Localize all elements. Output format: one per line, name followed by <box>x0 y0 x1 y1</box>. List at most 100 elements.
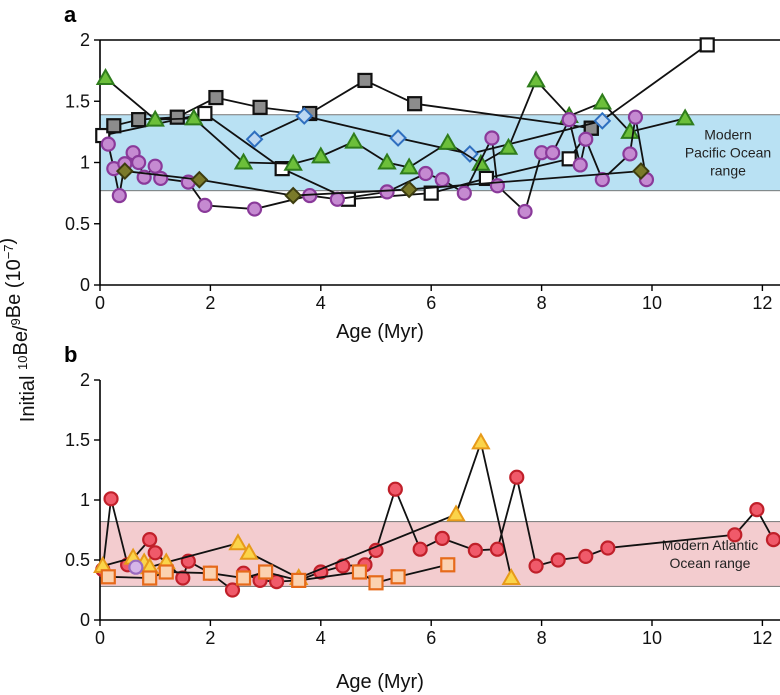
circle-marker <box>412 541 428 557</box>
y-tick-label: 0.5 <box>65 550 90 570</box>
square-marker <box>106 118 122 134</box>
x-tick-label: 12 <box>752 628 772 648</box>
y-label-text: Be/ <box>10 325 32 355</box>
square-marker <box>699 37 715 53</box>
diamond-marker <box>460 145 479 163</box>
square-marker <box>357 72 373 89</box>
triangle-marker <box>283 153 303 171</box>
triangle-marker <box>438 132 458 150</box>
y-tick-label: 1.5 <box>65 430 90 450</box>
circle-marker <box>600 540 616 556</box>
series-circle-lavender <box>128 559 144 575</box>
diamond-marker <box>295 107 314 125</box>
range-label-line: range <box>710 163 746 179</box>
triangle-marker <box>344 131 364 149</box>
circle-marker <box>147 545 163 561</box>
circle-marker <box>379 184 395 200</box>
x-axis-label: Age (Myr) <box>336 321 424 343</box>
x-tick-label: 6 <box>426 628 436 648</box>
triangle-marker <box>526 70 546 88</box>
square-marker <box>197 105 213 122</box>
triangle-marker <box>498 137 519 155</box>
circle-marker <box>578 548 594 565</box>
range-label-line: Pacific Ocean <box>685 145 771 161</box>
y-label-sup: 9 <box>8 318 23 325</box>
circle-marker <box>528 558 544 574</box>
diamond-marker <box>400 180 419 199</box>
triangle-marker <box>233 152 254 170</box>
circle-marker <box>147 158 163 174</box>
panel-a: Modern Pacific Ocean range 0 0.5 1 1.5 2 0 2 4 6 8 10… <box>64 2 780 343</box>
x-tick-label: 6 <box>426 293 436 313</box>
range-label-line: Modern <box>704 127 751 143</box>
y-tick-label: 0.5 <box>65 214 90 234</box>
circle-marker <box>103 491 119 507</box>
diamond-marker <box>284 186 303 205</box>
diamond-marker <box>389 129 407 147</box>
x-tick-label: 2 <box>205 628 215 648</box>
y-tick-label: 0 <box>80 275 90 295</box>
circle-marker <box>509 469 525 485</box>
diamond-marker <box>115 162 134 180</box>
series-triangle-green <box>95 67 695 175</box>
triangle-marker <box>311 146 331 164</box>
triangle-marker <box>675 108 695 126</box>
circle-marker <box>100 136 116 152</box>
circle-marker <box>489 541 506 557</box>
x-tick-label: 4 <box>316 293 326 313</box>
circle-marker <box>387 481 403 497</box>
triangle-marker <box>399 157 419 175</box>
series-circle-red <box>95 469 780 598</box>
square-marker <box>208 89 224 106</box>
triangle-marker <box>471 432 491 450</box>
range-label-line: Modern Atlantic <box>662 537 759 553</box>
x-tick-label: 10 <box>642 293 662 313</box>
triangle-marker <box>377 152 397 170</box>
circle-marker <box>545 145 561 161</box>
circle-marker <box>749 502 765 518</box>
triangle-marker <box>501 567 521 585</box>
circle-marker <box>418 165 434 182</box>
circle-marker <box>572 157 588 173</box>
x-tick-label: 8 <box>537 628 547 648</box>
y-tick-label: 0 <box>80 610 90 630</box>
circle-marker <box>765 532 780 548</box>
y-tick-label: 2 <box>80 370 90 390</box>
y-tick-label: 1 <box>80 153 90 173</box>
panel-label: a <box>64 2 77 27</box>
square-marker <box>158 564 174 580</box>
panel-label: b <box>64 342 77 367</box>
circle-marker <box>197 197 213 213</box>
circle-marker <box>329 191 345 207</box>
square-marker <box>291 572 307 589</box>
diamond-marker <box>190 170 209 189</box>
triangle-marker <box>239 542 259 560</box>
x-tick-label: 10 <box>642 628 662 648</box>
triangle-marker <box>145 109 165 127</box>
square-marker <box>169 109 185 125</box>
y-tick-label: 2 <box>80 30 90 50</box>
square-marker <box>390 569 406 585</box>
square-marker <box>235 570 252 586</box>
circle-marker <box>456 185 472 201</box>
x-tick-label: 8 <box>537 293 547 313</box>
range-label-line: Ocean range <box>670 555 751 571</box>
x-tick-label: 4 <box>316 628 326 648</box>
triangle-marker <box>184 108 204 126</box>
triangle-marker <box>228 533 248 551</box>
circle-marker <box>434 530 450 547</box>
circle-marker <box>467 542 483 559</box>
square-marker <box>351 564 368 580</box>
x-tick-label: 2 <box>205 293 215 313</box>
y-label-sup: 10 <box>15 355 30 369</box>
y-label-sup: −7 <box>1 244 16 259</box>
triangle-marker <box>592 92 613 110</box>
x-tick-label: 0 <box>95 293 105 313</box>
triangle-marker <box>95 67 116 85</box>
circle-marker <box>561 112 577 128</box>
y-label-text: Be (10 <box>3 259 25 318</box>
square-marker <box>252 99 268 115</box>
triangle-marker <box>446 504 466 522</box>
circle-marker <box>246 201 263 217</box>
